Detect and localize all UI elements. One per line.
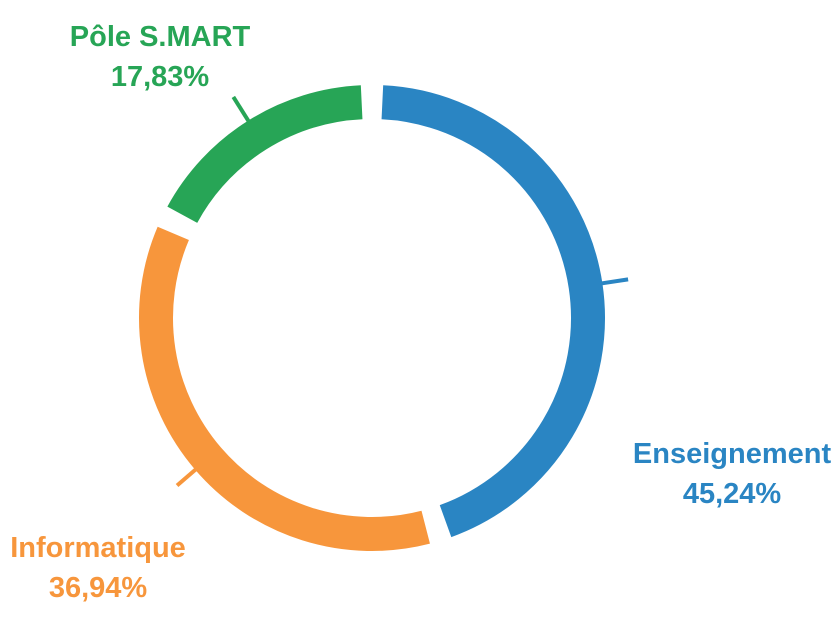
slice-label-pole-s-mart: Pôle S.MART: [70, 21, 251, 53]
slice-labels: Enseignement 45,24% Informatique 36,94% Pôle…: [10, 21, 831, 604]
slice-label-informatique: Informatique: [10, 532, 186, 564]
slice-value-informatique: 36,94%: [49, 572, 148, 604]
donut-slice-pole-s-mart: [167, 85, 363, 224]
donut-slice-enseignement: [381, 85, 605, 538]
donut-slice-informatique: [139, 226, 430, 551]
slice-value-enseignement: 45,24%: [683, 478, 782, 510]
donut-slices: [139, 85, 605, 551]
slice-label-enseignement: Enseignement: [633, 438, 832, 470]
leader-lines: [175, 95, 629, 487]
slice-value-pole-s-mart: 17,83%: [111, 61, 210, 93]
leader-line-informatique: [175, 467, 199, 487]
leader-line-pole-s-mart: [231, 95, 251, 124]
leader-line-enseignement: [600, 277, 629, 286]
